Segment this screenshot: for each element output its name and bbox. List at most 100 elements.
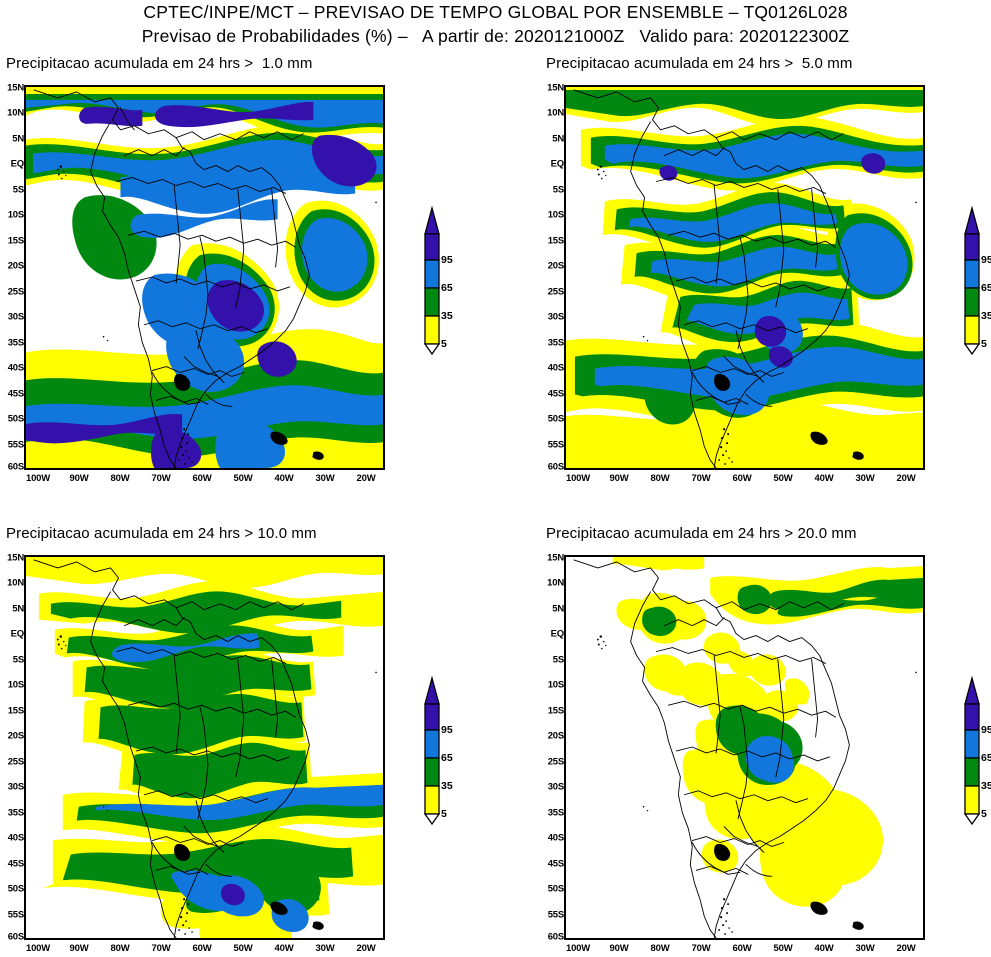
colorbar-label-35: 35 [981, 780, 991, 792]
x-tick-label: 80W [110, 943, 130, 954]
y-tick-label: 5N [552, 133, 564, 145]
y-tick-label: 35S [547, 807, 565, 819]
y-tick-label: 50S [7, 413, 25, 425]
y-tick-label: 25S [7, 756, 25, 768]
colorbar-swatches [963, 676, 981, 826]
map-canvas-gt-1mm [25, 86, 384, 469]
x-tick-label: 90W [69, 943, 89, 954]
x-tick-label: 90W [609, 943, 629, 954]
colorbar-label-95: 95 [441, 724, 453, 736]
colorbar-label-35: 35 [441, 780, 453, 792]
y-tick-label: 20S [7, 260, 25, 272]
precip-probability-field-1mm [25, 86, 384, 469]
colorbar-top-right: 95 65 35 5 [958, 206, 991, 356]
x-tick-label: 70W [691, 943, 711, 954]
panel-title-gt-1mm: Precipitacao acumulada em 24 hrs > 1.0 m… [6, 55, 313, 72]
y-tick-label: 5N [12, 133, 24, 145]
y-tick-label: 25S [547, 286, 565, 298]
colorbar-swatches [423, 676, 441, 826]
x-tick-label: 40W [274, 943, 294, 954]
colorbar-label-95: 95 [981, 254, 991, 266]
x-tick-label: 60W [192, 943, 212, 954]
x-tick-label: 100W [25, 943, 51, 954]
y-tick-label: 50S [547, 413, 565, 425]
x-tick-label: 70W [151, 473, 171, 484]
map-canvas-gt-5mm [565, 86, 924, 469]
x-tick-label: 30W [315, 943, 335, 954]
map-frame-gt-5mm[interactable] [564, 85, 925, 470]
y-tick-label: 10N [547, 577, 564, 589]
x-tick-label: 50W [233, 943, 253, 954]
y-tick-label: 10S [547, 209, 565, 221]
x-tick-label: 20W [896, 473, 916, 484]
colorbar-label-95: 95 [981, 724, 991, 736]
y-axis-gt-20mm: 15N 10N 5N EQ 5S 10S 15S 20S 25S 30S 35S… [540, 553, 565, 943]
x-tick-label: 80W [110, 473, 130, 484]
map-frame-gt-20mm[interactable] [564, 555, 925, 940]
map-frame-gt-1mm[interactable] [24, 85, 385, 470]
y-tick-label: 15N [7, 82, 24, 94]
y-tick-label: 5N [12, 603, 24, 615]
y-tick-label: EQ [10, 158, 25, 170]
title-line-2: Previsao de Probabilidades (%) – A parti… [141, 26, 850, 46]
y-tick-label: 45S [7, 858, 25, 870]
colorbar-label-65: 65 [981, 282, 991, 294]
y-tick-label: 20S [547, 730, 565, 742]
map-frame-gt-10mm[interactable] [24, 555, 385, 940]
colorbar-label-65: 65 [441, 282, 453, 294]
y-tick-label: 40S [547, 832, 565, 844]
colorbar-label-35: 35 [981, 310, 991, 322]
y-tick-label: 5S [12, 654, 24, 666]
x-tick-label: 70W [151, 943, 171, 954]
map-canvas-gt-20mm [565, 556, 924, 939]
y-tick-label: EQ [10, 628, 25, 640]
x-tick-label: 80W [650, 943, 670, 954]
y-tick-label: 60S [547, 461, 565, 473]
title-line-1: CPTEC/INPE/MCT – PREVISAO DE TEMPO GLOBA… [143, 2, 848, 22]
y-tick-label: 30S [547, 781, 565, 793]
colorbar-bottom-left: 95 65 35 5 [418, 676, 478, 826]
y-tick-label: 45S [547, 388, 565, 400]
y-tick-label: 15N [547, 82, 564, 94]
y-tick-label: 40S [7, 362, 25, 374]
colorbar-label-5: 5 [981, 808, 987, 820]
panel-title-gt-10mm: Precipitacao acumulada em 24 hrs > 10.0 … [6, 525, 317, 542]
colorbar-label-65: 65 [441, 752, 453, 764]
y-tick-label: 10N [547, 107, 564, 119]
precip-probability-field-5mm [565, 86, 924, 469]
y-axis-gt-1mm: 15N 10N 5N EQ 5S 10S 15S 20S 25S 30S 35S… [0, 82, 25, 473]
y-tick-label: 5S [552, 184, 564, 196]
x-tick-label: 20W [896, 943, 916, 954]
colorbar-bottom-right: 95 65 35 5 [958, 676, 991, 826]
y-tick-label: 30S [7, 311, 25, 323]
y-tick-label: 5S [552, 654, 564, 666]
panel-title-gt-20mm: Precipitacao acumulada em 24 hrs > 20.0 … [546, 525, 857, 542]
y-tick-label: 35S [7, 337, 25, 349]
y-tick-label: 15S [547, 705, 565, 717]
y-tick-label: 10N [7, 577, 24, 589]
y-tick-label: 55S [7, 439, 25, 451]
colorbar-label-95: 95 [441, 254, 453, 266]
y-tick-label: 20S [7, 730, 25, 742]
y-axis-gt-5mm: 15N 10N 5N EQ 5S 10S 15S 20S 25S 30S 35S… [540, 82, 565, 473]
x-tick-label: 100W [565, 943, 591, 954]
colorbar-label-5: 5 [981, 338, 987, 350]
x-tick-label: 40W [274, 473, 294, 484]
y-tick-label: 50S [547, 883, 565, 895]
x-tick-label: 50W [773, 943, 793, 954]
y-tick-label: 55S [547, 909, 565, 921]
colorbar-label-35: 35 [441, 310, 453, 322]
map-canvas-gt-10mm [25, 556, 384, 939]
y-tick-label: 15S [547, 235, 565, 247]
y-tick-label: 60S [547, 931, 565, 943]
y-tick-label: 25S [547, 756, 565, 768]
y-tick-label: 55S [7, 909, 25, 921]
x-tick-label: 70W [691, 473, 711, 484]
x-tick-label: 20W [356, 943, 376, 954]
y-tick-label: 10N [7, 107, 24, 119]
x-tick-label: 50W [233, 473, 253, 484]
panel-title-gt-5mm: Precipitacao acumulada em 24 hrs > 5.0 m… [546, 55, 853, 72]
y-tick-label: 15S [7, 235, 25, 247]
y-tick-label: 10S [547, 679, 565, 691]
y-tick-label: 10S [7, 679, 25, 691]
